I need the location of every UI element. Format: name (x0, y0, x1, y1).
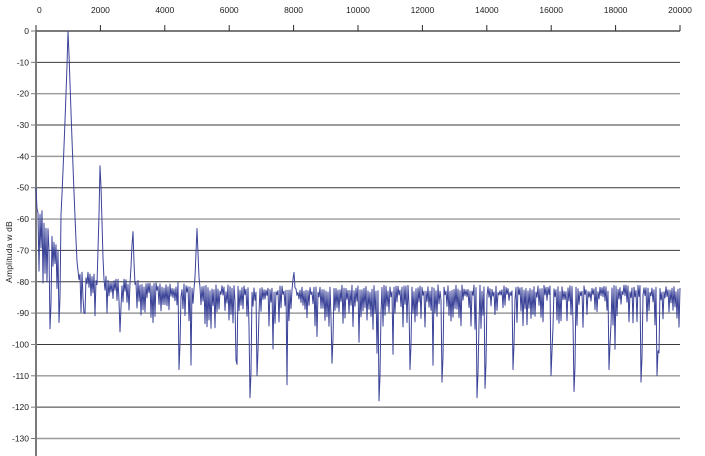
y-tick-label: -70 (17, 245, 30, 255)
y-tick-label: -50 (17, 183, 30, 193)
x-tick-label: 14000 (475, 5, 499, 15)
x-tick-label: 20000 (668, 5, 692, 15)
y-tick-label: -130 (12, 433, 29, 443)
x-tick-label: 10000 (346, 5, 370, 15)
y-tick-label: -120 (12, 402, 29, 412)
x-tick-label: 12000 (411, 5, 435, 15)
y-tick-label: -40 (17, 151, 30, 161)
y-tick-label: -100 (12, 339, 29, 349)
y-axis-title: Amplituda w dB (4, 221, 14, 283)
spectrum-trace (35, 30, 681, 402)
y-tick-label: -20 (17, 89, 30, 99)
y-tick-label: -110 (13, 371, 30, 381)
x-tick-label: 18000 (604, 5, 628, 15)
x-tick-label: 16000 (539, 5, 563, 15)
y-tick-label: -10 (17, 57, 30, 67)
x-tick-label: 4000 (155, 5, 174, 15)
y-tick-label: 0 (24, 26, 29, 36)
y-tick-label: -90 (17, 308, 30, 318)
x-tick-label: 6000 (220, 5, 239, 15)
x-tick-label: 2000 (91, 5, 110, 15)
x-tick-label: 0 (37, 5, 42, 15)
y-tick-label: -60 (17, 214, 30, 224)
y-tick-label: -30 (17, 120, 30, 130)
y-tick-label: -80 (17, 277, 30, 287)
x-tick-label: 8000 (284, 5, 303, 15)
